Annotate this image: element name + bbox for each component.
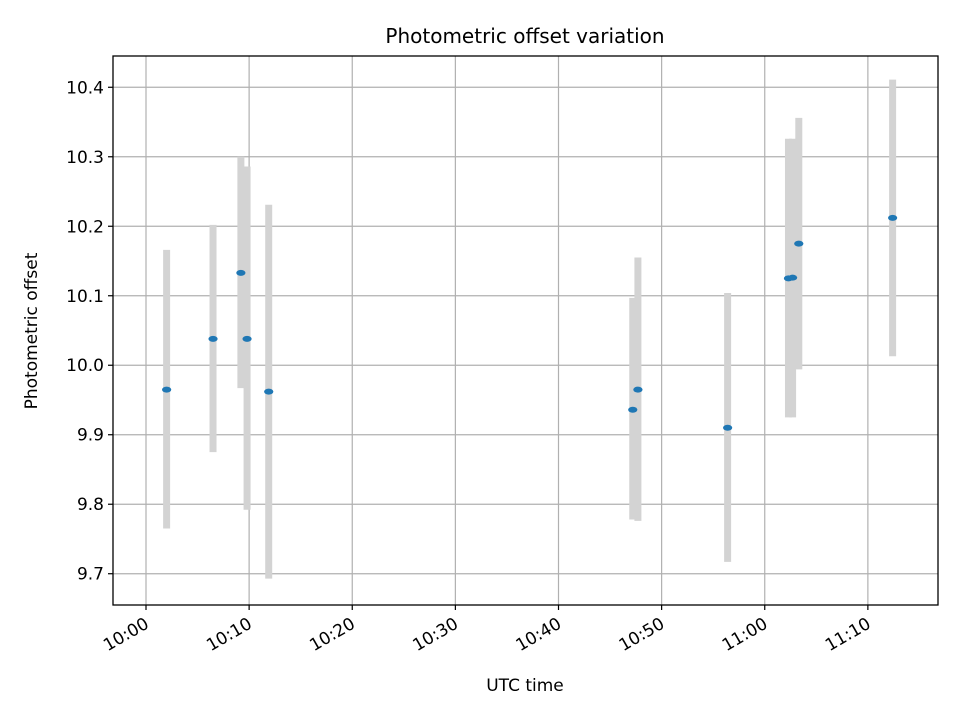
y-tick-label: 9.8 (77, 495, 104, 515)
grid (113, 56, 938, 605)
data-point (787, 274, 798, 281)
x-axis-title: UTC time (486, 676, 564, 696)
plot-frame (112, 55, 939, 606)
x-tick-label: 10:40 (513, 614, 565, 656)
y-axis-title: Photometric offset (22, 252, 42, 409)
y-tick-label: 10.4 (66, 78, 104, 98)
data-point (264, 388, 274, 395)
data-point (628, 406, 638, 413)
x-axis: 10:00 10:10 10:20 10:30 10:40 10:50 11:00 11:10 (100, 605, 874, 656)
x-tick-label: 10:00 (100, 614, 152, 656)
data-point (162, 386, 172, 393)
data-point (794, 240, 804, 247)
y-tick-label: 10.3 (66, 148, 104, 168)
data-point (723, 424, 733, 431)
data-point (633, 386, 643, 393)
chart-title: Photometric offset variation (385, 24, 664, 48)
y-tick-label: 10.2 (66, 217, 104, 237)
x-tick-label: 11:00 (719, 614, 771, 656)
y-tick-label: 9.9 (77, 426, 104, 446)
data-point (236, 269, 246, 276)
y-tick-label: 9.7 (77, 565, 104, 585)
x-tick-label: 10:20 (306, 614, 358, 656)
data-points (162, 214, 898, 431)
data-point (208, 335, 218, 342)
y-tick-label: 10.1 (66, 287, 104, 307)
x-tick-label: 10:50 (616, 614, 668, 656)
x-tick-label: 11:10 (822, 614, 874, 656)
y-axis: 9.7 9.8 9.9 10.0 10.1 10.2 10.3 10.4 (66, 78, 113, 585)
x-tick-label: 10:10 (203, 614, 255, 656)
data-point (888, 214, 898, 221)
data-point (242, 335, 252, 342)
y-tick-label: 10.0 (66, 356, 104, 376)
x-tick-label: 10:30 (409, 614, 461, 656)
